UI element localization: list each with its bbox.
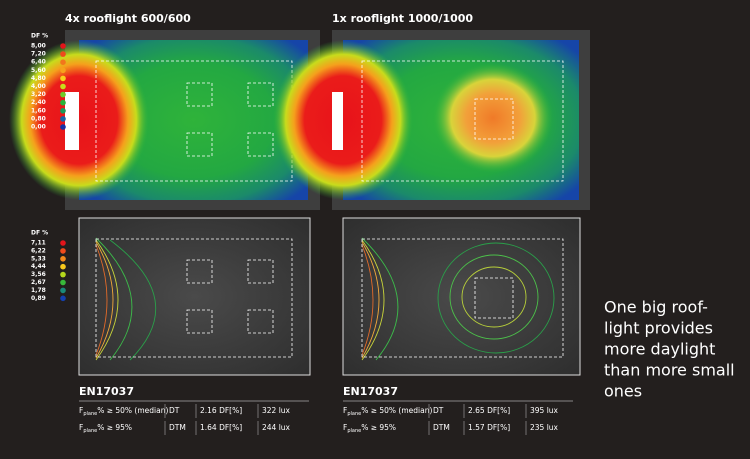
legend-label: 6,40 [31,59,46,66]
row-label: Fplane% ≥ 50% (median) [79,406,168,417]
legend-label: 2,67 [31,279,46,286]
sub: plane [347,411,361,417]
caption: light provides [604,319,713,338]
legend-label: 0,00 [31,124,46,131]
legend-swatch [60,108,66,114]
table-title: EN17037 [343,385,398,398]
legend-label: 0,89 [31,295,46,302]
contour-left [78,217,311,376]
legend-swatch [60,75,66,82]
legend-swatch [60,99,66,106]
rest: % ≥ 50% (median) [361,406,432,415]
legend-swatch [60,271,66,278]
cell: 322 lux [262,406,291,415]
legend-swatch [60,295,66,302]
legend-swatch [60,255,66,262]
caption: than more small [604,361,735,380]
row-label: Fplane% ≥ 95% [343,423,396,434]
cell: 2.65 DF[%] [468,406,510,415]
legend-label: 7,11 [31,240,46,247]
legend-title: DF % [31,230,48,237]
f: F [343,423,347,432]
f: F [343,406,347,415]
panel-title: 1x rooflight 1000/1000 [332,12,473,25]
f: F [79,406,83,415]
legend-title: DF % [31,33,48,40]
cell: 235 lux [530,423,559,432]
caption: One big roof- [604,298,708,317]
legend-label: 7,20 [31,51,46,58]
legend-swatch [60,248,66,254]
legend-swatch [60,43,66,49]
cell: DTM [433,423,450,432]
legend-swatch [60,67,66,74]
caption: more daylight [604,340,715,359]
legend-swatch [60,287,66,294]
cell: 1.57 DF[%] [468,423,510,432]
cell: 395 lux [530,406,559,415]
sub: plane [83,411,97,417]
legend-swatch [60,83,66,90]
legend-swatch [60,263,66,270]
legend-label: 5,60 [31,67,46,74]
legend-label: 2,40 [31,99,46,106]
row-label: Fplane% ≥ 95% [79,423,132,434]
legend-label: 4,44 [31,263,46,270]
sub: plane [83,428,97,434]
rest: % ≥ 50% (median) [97,406,168,415]
legend-label: 8,00 [31,43,46,50]
cell: 2.16 DF[%] [200,406,242,415]
legend-label: 4,00 [31,83,46,90]
rest: % ≥ 95% [97,423,132,432]
heatmap-right [273,30,590,210]
legend-label: 5,33 [31,255,46,262]
legend-label: 3,56 [31,271,46,278]
cell: DTM [169,423,186,432]
legend-swatch [60,124,66,130]
legend-label: 6,22 [31,247,46,254]
panel-title: 4x rooflight 600/600 [65,12,191,25]
legend-swatch [60,279,66,286]
row-label: Fplane% ≥ 50% (median) [343,406,432,417]
sub: plane [347,428,361,434]
legend-swatch [60,59,66,65]
rest: % ≥ 95% [361,423,396,432]
legend-swatch [60,240,66,246]
cell: 244 lux [262,423,291,432]
legend-label: 1,78 [31,287,46,294]
legend-label: 4,80 [31,75,46,82]
legend-swatch [60,91,66,98]
legend-swatch [60,51,66,57]
table-title: EN17037 [79,385,134,398]
cell: DT [433,406,444,415]
cell: 1.64 DF[%] [200,423,242,432]
legend-swatch [60,116,66,122]
cell: DT [169,406,180,415]
legend-label: 1,60 [31,107,46,114]
legend-label: 0,80 [31,115,46,122]
contour-right [342,217,581,376]
legend-label: 3,20 [31,91,46,98]
f: F [79,423,83,432]
caption: ones [604,382,642,401]
